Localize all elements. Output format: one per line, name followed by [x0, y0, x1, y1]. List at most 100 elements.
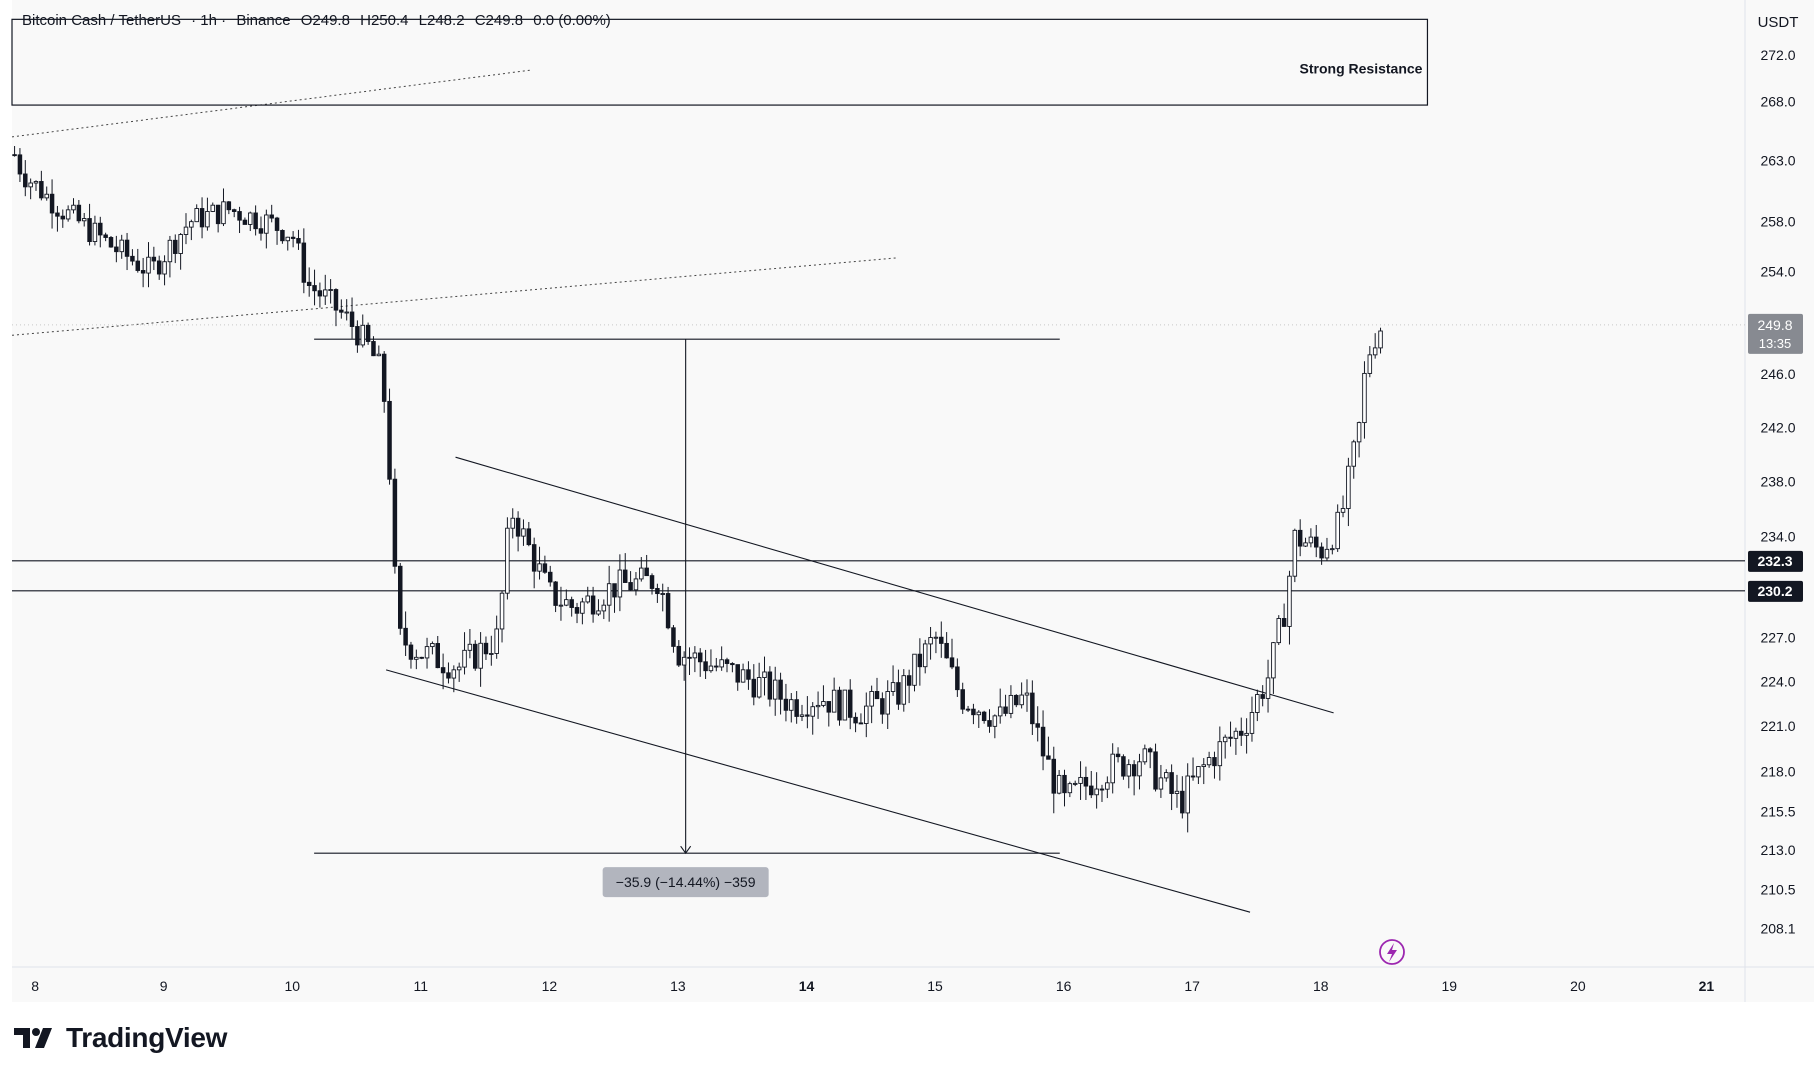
- candle-body: [735, 664, 740, 683]
- candle-body: [264, 214, 269, 234]
- candle-body: [1040, 726, 1046, 757]
- level-price-value: 232.3: [1757, 553, 1792, 569]
- candle-body: [478, 642, 483, 669]
- dotted-trendline[interactable]: [11, 69, 531, 138]
- candle-body: [1067, 783, 1073, 794]
- candle-body: [178, 234, 183, 254]
- candle-body: [1313, 536, 1319, 548]
- symbol-name[interactable]: Bitcoin Cash / TetherUS: [22, 12, 181, 29]
- candle-body: [772, 679, 778, 700]
- candle-body: [960, 689, 965, 710]
- price-axis[interactable]: [1745, 0, 1814, 1002]
- candle-body: [430, 643, 435, 648]
- candle-body: [783, 698, 789, 711]
- candle-body: [489, 653, 494, 655]
- chart-pane[interactable]: [12, 0, 1745, 967]
- candle-body: [1271, 642, 1276, 679]
- candle-body: [510, 517, 515, 529]
- exchange-label: Binance: [236, 12, 291, 29]
- tradingview-logo[interactable]: TradingView: [14, 1022, 227, 1054]
- candle-body: [1137, 761, 1142, 777]
- candle-body: [1046, 755, 1051, 760]
- currency-label[interactable]: USDT: [1758, 14, 1799, 31]
- last-price-tag[interactable]: [1748, 313, 1803, 354]
- candle-body: [665, 593, 671, 629]
- price-axis-ticks: 272.0 268.0 263.0 258.0 254.0 246.0 242.0 238.0…: [1760, 47, 1795, 936]
- candle-body: [526, 528, 532, 546]
- lightning-icon[interactable]: [1379, 939, 1405, 965]
- candle-body: [1099, 788, 1105, 791]
- price-tick-label: 268.0: [1760, 94, 1795, 110]
- candle-body: [542, 563, 548, 573]
- measure-label-box: [602, 867, 769, 898]
- candle-body: [424, 646, 430, 659]
- candle-body: [349, 311, 355, 327]
- candle-body: [590, 595, 596, 615]
- candle-body: [912, 653, 917, 686]
- candle-body: [847, 689, 853, 718]
- price-tick-label: 238.0: [1760, 474, 1795, 490]
- candle-body: [1062, 774, 1067, 794]
- candle-body: [1003, 706, 1008, 714]
- candle-body: [531, 544, 537, 572]
- candle-body: [285, 236, 291, 242]
- candle-body: [408, 644, 414, 660]
- candle-body: [1131, 764, 1137, 777]
- channel-line[interactable]: [455, 456, 1334, 714]
- candle-body: [162, 261, 167, 275]
- candle-body: [28, 182, 33, 188]
- candle-body: [1367, 354, 1373, 374]
- candle-body: [692, 652, 698, 659]
- price-tick-label: 208.1: [1760, 920, 1795, 936]
- interval-label[interactable]: · 1h ·: [191, 12, 227, 29]
- time-tick-label: 10: [284, 978, 300, 994]
- candle-body: [167, 239, 173, 263]
- candle-body: [1014, 694, 1019, 706]
- candle-body: [687, 656, 692, 659]
- candle-body: [1078, 776, 1083, 784]
- candle-body: [103, 234, 108, 238]
- candle-body: [574, 607, 580, 614]
- candle-body: [124, 239, 130, 257]
- time-tick-label: 19: [1442, 978, 1458, 994]
- channel-line[interactable]: [385, 669, 1251, 913]
- candle-body: [33, 181, 39, 184]
- candle-body: [971, 708, 976, 716]
- candle-body: [896, 682, 901, 705]
- candle-body: [606, 583, 612, 606]
- candle-body: [628, 582, 633, 591]
- time-axis[interactable]: [12, 967, 1745, 1002]
- time-tick-label: 12: [542, 978, 558, 994]
- candle-body: [398, 565, 403, 629]
- candle-body: [1147, 748, 1153, 753]
- candle-body: [215, 204, 221, 225]
- level-price-tag[interactable]: [1748, 550, 1803, 572]
- candle-body: [328, 289, 333, 291]
- candle-body: [1115, 753, 1121, 758]
- horizontal-levels: [12, 560, 1745, 592]
- price-tick-label: 215.5: [1760, 803, 1795, 819]
- resistance-box[interactable]: [11, 18, 1429, 106]
- candle-body: [805, 714, 810, 717]
- candle-body: [274, 217, 280, 231]
- candle-body: [344, 311, 349, 314]
- candle-body: [644, 567, 649, 577]
- candle-body: [1212, 757, 1217, 767]
- candle-body: [199, 208, 205, 228]
- time-tick-label: 8: [31, 978, 39, 994]
- level-price-tag[interactable]: [1748, 580, 1803, 602]
- candle-body: [933, 636, 939, 639]
- change-value: 0.0 (0.00%): [533, 12, 611, 29]
- candle-body: [853, 716, 858, 724]
- candle-body: [1121, 756, 1126, 777]
- candle-body: [1324, 548, 1330, 559]
- candle-body: [355, 326, 360, 346]
- candle-body: [955, 666, 960, 691]
- symbol-header[interactable]: Bitcoin Cash / TetherUS · 1h · Binance O…: [22, 12, 617, 29]
- candle-body: [1330, 548, 1335, 551]
- last-price-value: 249.8: [1757, 317, 1792, 333]
- candle-body: [505, 527, 510, 594]
- candle-body: [1281, 618, 1287, 627]
- price-tick-label: 213.0: [1760, 842, 1795, 858]
